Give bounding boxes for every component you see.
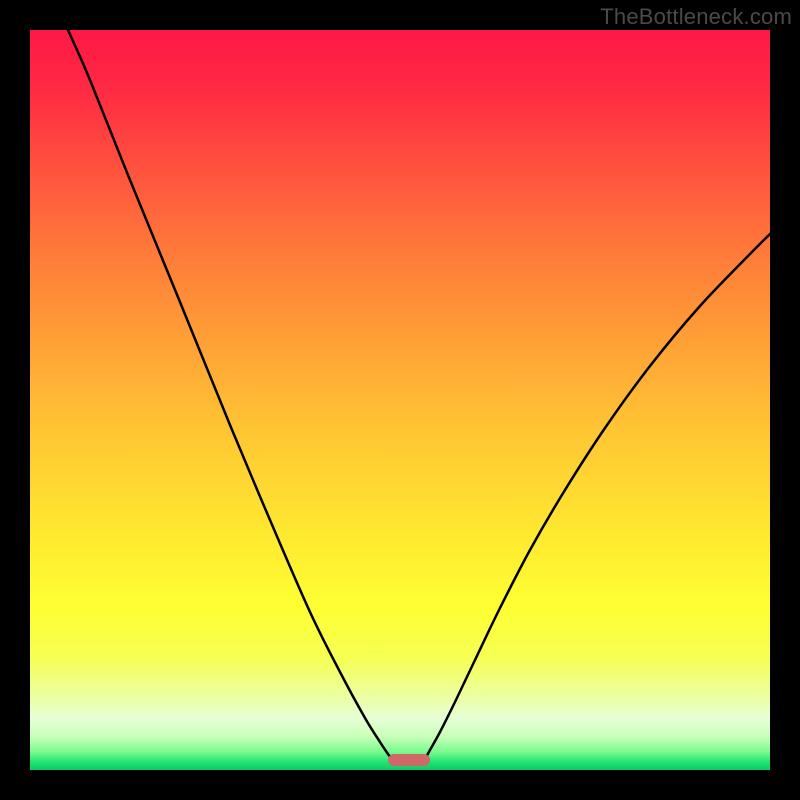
curve-right-branch	[425, 234, 770, 759]
bottleneck-curve	[30, 30, 770, 770]
baseline-marker	[388, 754, 430, 766]
chart-container: TheBottleneck.com	[0, 0, 800, 800]
curve-left-branch	[68, 30, 392, 759]
watermark-text: TheBottleneck.com	[600, 4, 792, 30]
